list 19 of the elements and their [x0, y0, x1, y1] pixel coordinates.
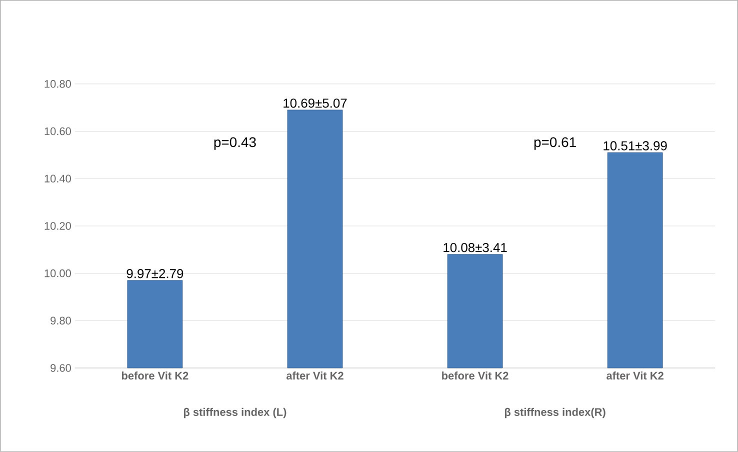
- annotation: p=0.61: [534, 137, 576, 150]
- x-tick-label: after Vit K2: [606, 372, 664, 380]
- data-label: 10.51±3.99: [604, 141, 667, 150]
- x-tick-label: before Vit K2: [442, 372, 508, 380]
- y-tick-label: 9.60: [50, 364, 71, 372]
- x-tick-label: before Vit K2: [122, 372, 188, 380]
- text: β stiffness index (L): [184, 408, 286, 418]
- y-tick-label: 10.60: [44, 127, 71, 136]
- x-tick-label: after Vit K2: [286, 372, 344, 380]
- y-tick-label: 10.40: [44, 174, 71, 183]
- annotation: p=0.43: [214, 137, 256, 150]
- y-tick-label: 10.20: [44, 222, 71, 230]
- y-tick-label: 9.80: [50, 316, 71, 325]
- y-tick-label: 10.00: [44, 269, 71, 278]
- data-label: 9.97±2.79: [126, 269, 184, 278]
- y-tick-label: 10.80: [44, 80, 71, 88]
- text: β stiffness index(R): [504, 408, 606, 418]
- data-label: 10.69±5.07: [284, 98, 347, 108]
- data-label: 10.08±3.41: [444, 243, 507, 252]
